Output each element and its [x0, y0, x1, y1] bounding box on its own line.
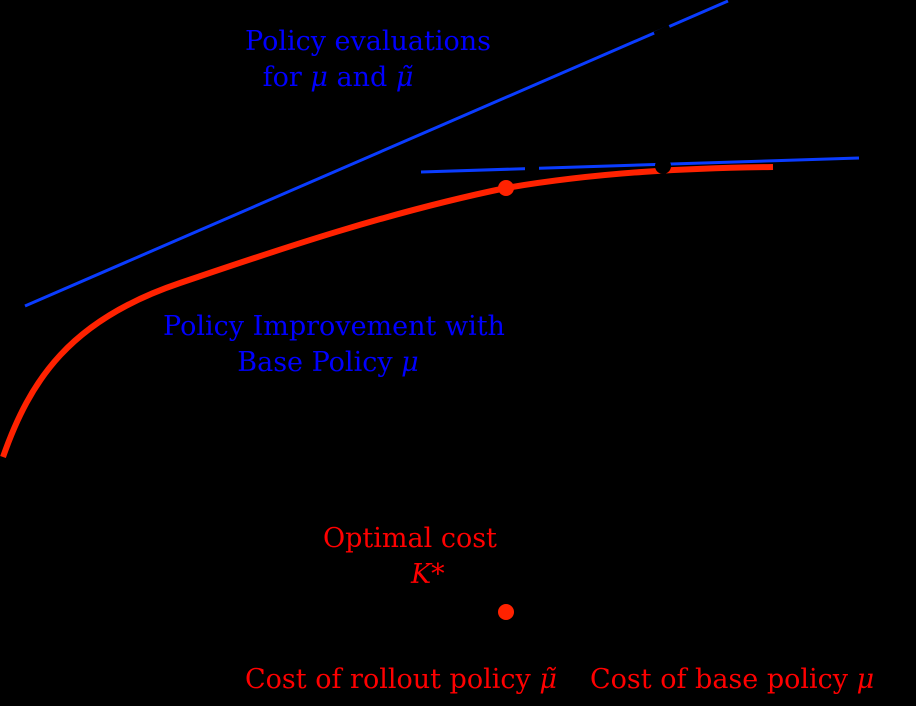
policy-improvement-line1: Policy Improvement with: [163, 311, 505, 342]
optimal-cost-label: Optimal cost K*: [323, 521, 497, 593]
policy-evaluation-line-mutilde: [420, 156, 860, 174]
policy-evaluations-label: Policy evaluations for μ and μ̃: [236, 24, 500, 96]
mu-tilde-symbol: μ̃: [539, 664, 557, 695]
optimal-cost-line1: Optimal cost: [323, 523, 497, 554]
rollout-policy-point: [498, 180, 514, 196]
optimal-cost-symbol: K*: [411, 559, 445, 590]
policy-improvement-line2: Base Policy μ: [237, 347, 419, 378]
policy-evaluation-line-mu: [24, 0, 729, 308]
mu-tilde-symbol: μ̃: [395, 62, 414, 93]
rollout-cost-label: Cost of rollout policy μ̃: [245, 664, 557, 695]
base-policy-point: [655, 158, 671, 174]
policy-evaluations-line1: Policy evaluations: [245, 26, 491, 57]
policy-evaluation-gap: [653, 24, 672, 39]
policy-improvement-label: Policy Improvement with Base Policy μ: [156, 309, 512, 381]
mu-symbol: μ: [310, 62, 328, 93]
cost-curve: [0, 164, 774, 458]
policy-evaluations-line2: for μ and μ̃: [262, 62, 414, 93]
mu-symbol: μ: [856, 664, 875, 695]
mu-symbol: μ: [401, 347, 419, 378]
base-cost-label: Cost of base policy μ: [590, 664, 875, 695]
optimal-cost-point: [498, 604, 514, 620]
